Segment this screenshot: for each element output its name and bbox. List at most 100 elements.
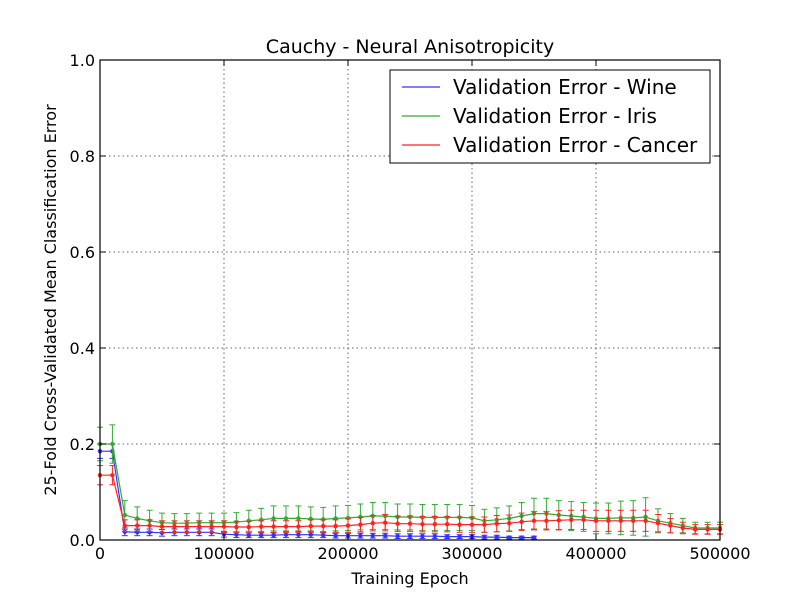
data-point bbox=[296, 516, 301, 521]
data-point bbox=[333, 523, 338, 529]
data-point bbox=[420, 533, 425, 539]
data-point bbox=[395, 521, 400, 526]
x-tick-label: 100000 bbox=[193, 544, 254, 563]
data-point bbox=[457, 522, 462, 527]
data-point bbox=[234, 524, 239, 530]
legend-label-iris: Validation Error - Iris bbox=[453, 104, 657, 128]
data-point bbox=[246, 524, 251, 530]
x-tick-label: 0 bbox=[95, 544, 105, 563]
data-point bbox=[432, 521, 437, 527]
data-point bbox=[308, 523, 313, 529]
data-point bbox=[507, 535, 512, 540]
y-tick-label: 0.2 bbox=[70, 435, 95, 454]
data-point bbox=[693, 527, 698, 532]
data-point bbox=[383, 520, 388, 525]
data-point bbox=[469, 522, 475, 527]
y-axis-label: 25-Fold Cross-Validated Mean Classificat… bbox=[41, 104, 60, 496]
data-point bbox=[308, 532, 313, 537]
x-tick-label: 400000 bbox=[565, 544, 626, 563]
data-point bbox=[631, 518, 636, 523]
data-point bbox=[445, 521, 450, 527]
data-point bbox=[209, 524, 214, 529]
data-point bbox=[296, 524, 301, 529]
data-point bbox=[358, 533, 363, 538]
data-point bbox=[321, 523, 326, 529]
data-point bbox=[556, 518, 561, 523]
data-point bbox=[271, 524, 276, 529]
y-tick-label: 0.0 bbox=[70, 531, 95, 550]
data-point bbox=[668, 523, 673, 528]
data-point bbox=[395, 533, 400, 539]
data-point bbox=[110, 473, 115, 478]
data-point bbox=[519, 535, 524, 540]
data-point bbox=[147, 523, 152, 528]
data-point bbox=[420, 521, 425, 527]
data-point bbox=[370, 533, 375, 538]
chart-title: Cauchy - Neural Anisotropicity bbox=[266, 36, 554, 58]
x-tick-label: 200000 bbox=[317, 544, 378, 563]
data-point bbox=[259, 533, 264, 538]
data-point bbox=[519, 519, 524, 524]
data-point bbox=[271, 516, 276, 521]
data-point bbox=[135, 523, 140, 528]
data-point bbox=[606, 518, 611, 523]
data-point bbox=[333, 533, 338, 538]
data-point bbox=[345, 523, 351, 528]
data-point bbox=[643, 518, 648, 523]
data-point bbox=[531, 518, 537, 523]
data-point bbox=[680, 525, 685, 531]
data-point bbox=[110, 441, 115, 447]
data-point bbox=[507, 521, 512, 526]
data-point bbox=[197, 524, 202, 529]
data-point bbox=[482, 534, 487, 540]
data-point bbox=[283, 516, 289, 521]
series-cancer bbox=[97, 465, 723, 535]
data-point bbox=[482, 522, 487, 527]
data-point bbox=[172, 524, 177, 529]
data-point bbox=[655, 521, 661, 526]
data-point bbox=[246, 533, 251, 538]
x-axis-label: Training Epoch bbox=[350, 569, 468, 588]
data-point bbox=[221, 524, 227, 529]
data-point bbox=[705, 527, 710, 532]
data-point bbox=[432, 533, 437, 539]
legend-label-wine: Validation Error - Wine bbox=[453, 75, 677, 99]
data-point bbox=[122, 523, 128, 528]
data-point bbox=[358, 522, 363, 527]
y-tick-label: 0.6 bbox=[70, 243, 95, 262]
data-point bbox=[271, 533, 276, 538]
legend-box bbox=[389, 69, 711, 164]
data-point bbox=[618, 518, 623, 523]
data-point bbox=[494, 534, 499, 540]
data-point bbox=[321, 533, 326, 538]
y-tick-label: 0.4 bbox=[70, 339, 95, 358]
data-point bbox=[569, 517, 574, 523]
data-point bbox=[234, 532, 239, 537]
data-point bbox=[494, 521, 499, 526]
data-point bbox=[407, 533, 413, 539]
legend: Validation Error - Wine Validation Error … bbox=[389, 69, 711, 164]
data-point bbox=[283, 532, 289, 537]
data-point bbox=[445, 534, 450, 539]
plot-area bbox=[97, 424, 723, 540]
data-point bbox=[544, 518, 549, 523]
data-point bbox=[370, 521, 375, 526]
y-tick-label: 0.8 bbox=[70, 147, 95, 166]
data-point bbox=[159, 524, 165, 529]
y-tick-label: 1.0 bbox=[70, 51, 95, 70]
data-point bbox=[383, 533, 388, 538]
data-point bbox=[593, 518, 599, 523]
data-point bbox=[581, 517, 586, 523]
ticks: 0 100000 200000 300000 400000 500000 0.0 0.2 0.4… bbox=[70, 51, 751, 563]
data-point bbox=[531, 535, 537, 540]
data-point bbox=[122, 512, 128, 518]
axes-frame bbox=[99, 59, 721, 541]
data-point bbox=[296, 532, 301, 537]
grid bbox=[100, 60, 720, 540]
data-point bbox=[184, 524, 189, 529]
data-point bbox=[283, 524, 289, 529]
x-tick-label: 300000 bbox=[441, 544, 502, 563]
data-point bbox=[457, 534, 462, 539]
legend-label-cancer: Validation Error - Cancer bbox=[453, 133, 698, 157]
